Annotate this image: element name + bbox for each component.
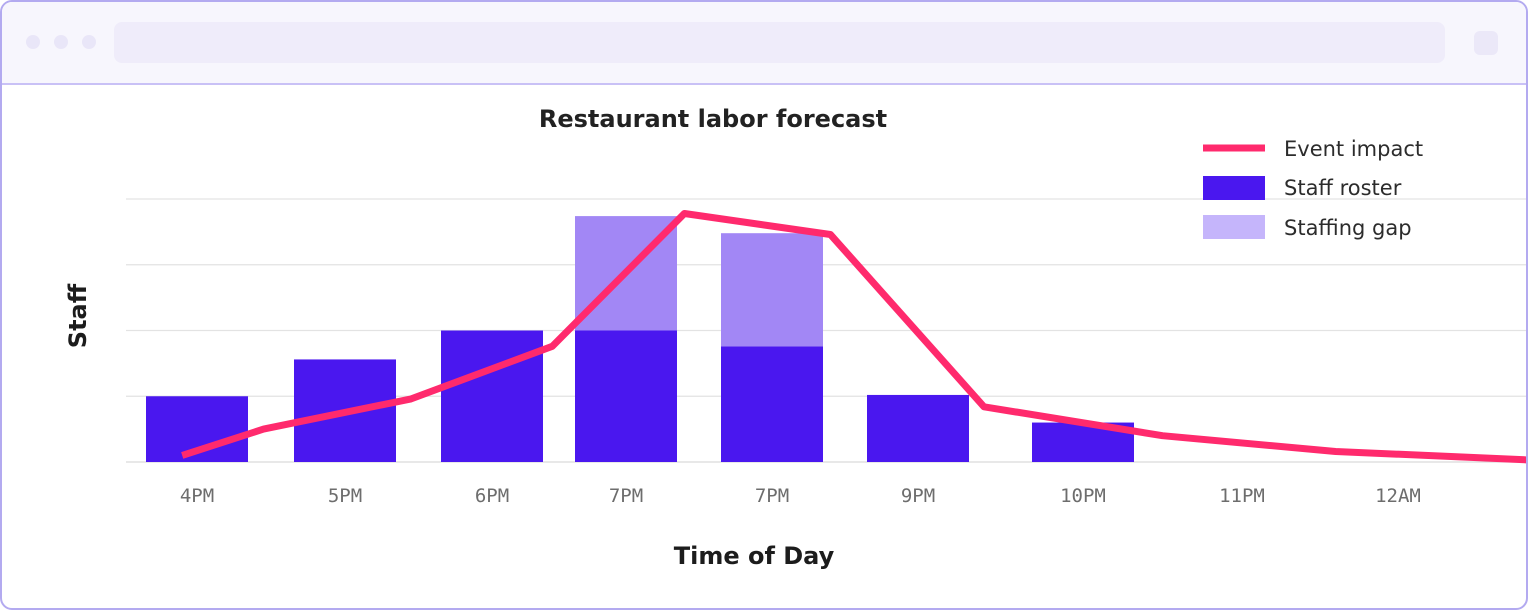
x-tick-label: 5PM bbox=[328, 485, 362, 507]
legend-event-impact-label: Event impact bbox=[1284, 137, 1423, 161]
staff-roster-bar bbox=[867, 394, 969, 462]
x-tick-label: 6PM bbox=[475, 485, 509, 507]
chart-title: Restaurant labor forecast bbox=[539, 105, 887, 133]
event-impact-line bbox=[181, 210, 1526, 464]
legend: Event impact Staff roster Staffing gap bbox=[1203, 137, 1423, 240]
staffing-gap-bar bbox=[721, 233, 823, 347]
x-tick-label: 7PM bbox=[609, 485, 643, 507]
window-close-dot[interactable] bbox=[26, 35, 40, 49]
x-tick-label: 4PM bbox=[180, 485, 214, 507]
window-minimize-dot[interactable] bbox=[54, 35, 68, 49]
x-tick-labels: 4PM 5PM 6PM 7PM 7PM 9PM 10PM 11PM 12AM bbox=[180, 485, 1421, 507]
legend-staffing-gap-swatch bbox=[1203, 215, 1265, 239]
window-menu-button[interactable] bbox=[1474, 31, 1498, 55]
x-axis-label: Time of Day bbox=[674, 542, 835, 570]
x-tick-label: 9PM bbox=[901, 485, 935, 507]
address-bar[interactable] bbox=[114, 22, 1445, 63]
x-tick-label: 11PM bbox=[1219, 485, 1265, 507]
y-axis-label: Staff bbox=[64, 283, 92, 348]
staff-roster-bar bbox=[721, 346, 823, 462]
window-titlebar bbox=[2, 2, 1526, 85]
legend-staff-roster-label: Staff roster bbox=[1284, 176, 1402, 200]
x-tick-label: 12AM bbox=[1375, 485, 1421, 507]
legend-staff-roster-swatch bbox=[1203, 176, 1265, 200]
x-tick-label: 10PM bbox=[1060, 485, 1106, 507]
event-impact-line-layer bbox=[181, 210, 1526, 464]
bars bbox=[146, 216, 1134, 462]
staff-roster-bar bbox=[575, 330, 677, 462]
legend-staffing-gap-label: Staffing gap bbox=[1284, 216, 1412, 240]
staff-roster-bar bbox=[441, 330, 543, 462]
window-maximize-dot[interactable] bbox=[82, 35, 96, 49]
x-tick-label: 7PM bbox=[755, 485, 789, 507]
